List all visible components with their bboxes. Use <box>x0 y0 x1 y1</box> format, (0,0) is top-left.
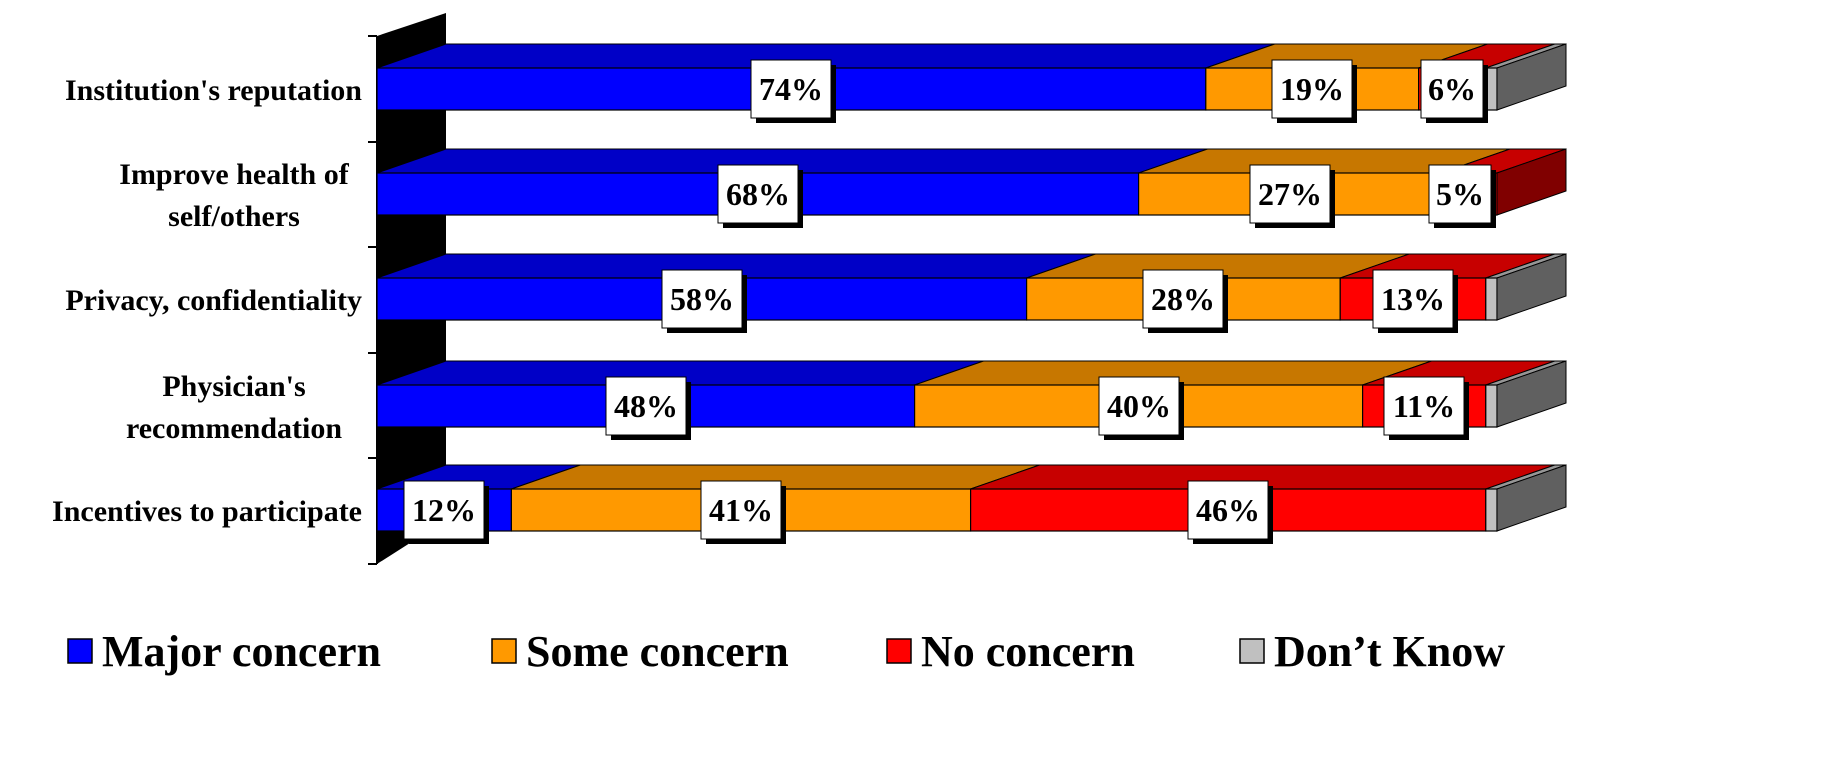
data-label: 74% <box>750 59 836 123</box>
data-label-text: 68% <box>726 176 790 212</box>
category-label-line: Privacy, confidentiality <box>65 284 362 317</box>
legend-label: Major concern <box>102 627 381 676</box>
legend-item: No concern <box>886 627 1135 676</box>
legend-item: Major concern <box>67 627 381 676</box>
data-label-text: 13% <box>1381 281 1445 317</box>
legend-label: Don’t Know <box>1274 627 1505 676</box>
data-label-text: 11% <box>1393 388 1455 424</box>
data-label: 48% <box>605 376 691 440</box>
data-label-text: 40% <box>1107 388 1171 424</box>
bar-end-face <box>1496 148 1567 216</box>
data-label-box <box>1372 269 1454 329</box>
data-label-text: 28% <box>1151 281 1215 317</box>
category-label: Institution's reputation <box>65 74 362 107</box>
bar-end-face <box>1496 360 1567 428</box>
data-label-box <box>1098 376 1180 436</box>
data-label: 28% <box>1142 269 1228 333</box>
legend-label: No concern <box>921 627 1135 676</box>
data-label: 46% <box>1187 480 1273 544</box>
data-label: 19% <box>1271 59 1357 123</box>
category-axis <box>368 35 378 565</box>
data-label-box <box>1187 480 1269 540</box>
data-label-text: 12% <box>412 492 476 528</box>
data-label-box <box>605 376 687 436</box>
category-label-line: recommendation <box>126 412 342 445</box>
bar-end-face <box>1496 43 1567 111</box>
data-label-box <box>1249 164 1331 224</box>
bar-segment <box>1485 384 1498 428</box>
data-label-text: 48% <box>614 388 678 424</box>
legend-item: Don’t Know <box>1239 627 1505 676</box>
legend: Major concern Some concern No concern Don’t… <box>67 627 1505 676</box>
data-label: 11% <box>1383 376 1469 440</box>
data-label-box <box>1271 59 1353 119</box>
bar-row <box>376 148 1567 216</box>
category-label-line: Improve health of <box>119 158 349 191</box>
bar-row <box>376 464 1567 532</box>
category-label: Privacy, confidentiality <box>65 284 362 317</box>
legend-swatch <box>886 638 912 664</box>
data-label-text: 46% <box>1196 492 1260 528</box>
legend-swatch <box>491 638 517 664</box>
category-label: Physician's recommendation <box>126 370 342 445</box>
data-label-text: 58% <box>670 281 734 317</box>
data-label-box <box>1383 376 1465 436</box>
data-label-text: 27% <box>1258 176 1322 212</box>
data-label: 58% <box>661 269 747 333</box>
data-label-box <box>661 269 743 329</box>
data-label-box <box>750 59 832 119</box>
data-labels: 74% 19% 6% 68% 27% 5% 58% 28% 13% 48% 40% 11% 12% 41%… <box>403 59 1496 544</box>
bar-segment <box>1485 277 1498 321</box>
legend-swatch <box>1239 638 1265 664</box>
data-label-text: 6% <box>1428 71 1476 107</box>
category-tick-labels: Institution's reputation Improve health o… <box>52 74 362 528</box>
data-label: 68% <box>717 164 803 228</box>
category-label-line: Physician's <box>162 370 305 403</box>
data-label-box <box>1428 164 1492 224</box>
data-label-box <box>700 480 782 540</box>
data-label: 13% <box>1372 269 1458 333</box>
category-label: Improve health of self/others <box>119 158 349 233</box>
data-label: 5% <box>1428 164 1496 228</box>
data-label-box <box>1142 269 1224 329</box>
category-label-line: Institution's reputation <box>65 74 362 107</box>
data-label-text: 74% <box>759 71 823 107</box>
legend-label: Some concern <box>526 627 789 676</box>
data-label: 41% <box>700 480 786 544</box>
data-label: 40% <box>1098 376 1184 440</box>
bar-row <box>376 43 1567 111</box>
bar-end-face <box>1496 253 1567 321</box>
legend-item: Some concern <box>491 627 789 676</box>
data-label: 6% <box>1420 59 1488 123</box>
data-label-box <box>717 164 799 224</box>
data-label: 27% <box>1249 164 1335 228</box>
category-label-line: self/others <box>168 200 300 233</box>
data-label-text: 19% <box>1280 71 1344 107</box>
data-label: 12% <box>403 480 489 544</box>
data-label-text: 41% <box>709 492 773 528</box>
bar-segment <box>1485 488 1498 532</box>
data-label-box <box>1420 59 1484 119</box>
data-label-text: 5% <box>1436 176 1484 212</box>
category-label-line: Incentives to participate <box>52 495 362 528</box>
category-label: Incentives to participate <box>52 495 362 528</box>
data-label-box <box>403 480 485 540</box>
legend-swatch <box>67 638 93 664</box>
bar-end-face <box>1496 464 1567 532</box>
